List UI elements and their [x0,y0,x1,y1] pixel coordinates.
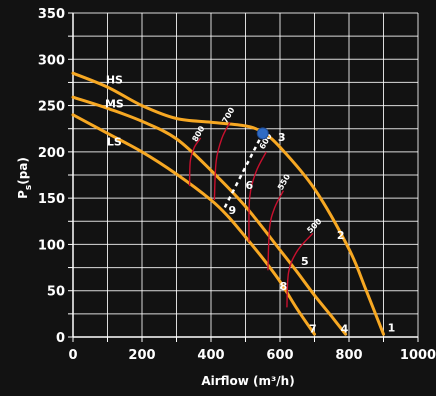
x-axis-title: Airflow (m³/h) [201,374,294,388]
rpm-curve-600 [248,151,267,242]
fan-curve-label-ls: LS [107,136,122,149]
y-tick-label: 300 [38,53,65,68]
axes: 0 50 100 150 200 250 300 350 0 200 400 600 800 1000 [38,7,436,363]
y-tick-label: 100 [38,238,65,253]
system-curve [223,127,269,208]
x-tick-label: 200 [128,348,155,363]
fan-curves: HS MS LS [71,71,385,336]
x-tick-label: 800 [335,348,362,363]
point-label-9: 9 [229,204,237,217]
fan-curve-label-ms: MS [105,98,124,111]
y-tick-label: 150 [38,192,65,207]
x-tick-label: 400 [197,348,224,363]
system-curve-line [223,132,264,208]
point-label-5: 5 [301,255,309,268]
point-label-6: 6 [245,179,253,192]
point-label-8: 8 [280,280,288,293]
chart-labels: 1 2 3 4 5 6 7 8 9 [229,131,396,336]
rpm-curve-500 [286,232,314,308]
point-label-3: 3 [278,131,286,144]
y-axis-title: Ps(pa) [16,157,34,199]
y-tick-label: 250 [38,100,65,115]
x-tick-label: 600 [266,348,293,363]
fan-curve-ms [71,95,348,336]
fan-curve-hs [71,71,385,336]
y-tick-label: 50 [47,285,65,300]
operating-point-marker [256,127,269,140]
fan-curve-label-hs: HS [106,74,123,87]
x-tick-label: 1000 [400,348,436,363]
rpm-curve-700 [213,121,231,201]
y-tick-label: 350 [38,7,65,22]
point-label-2: 2 [337,229,345,242]
point-label-4: 4 [341,323,349,336]
point-label-7: 7 [309,323,317,336]
fan-curve-ls [71,113,316,336]
point-label-1: 1 [388,322,396,335]
rpm-curve-550 [267,190,285,271]
y-tick-label: 200 [38,146,65,161]
y-tick-label: 0 [56,331,65,346]
grid [72,12,419,338]
rpm-curve-800 [188,137,202,187]
x-tick-label: 0 [68,348,77,363]
